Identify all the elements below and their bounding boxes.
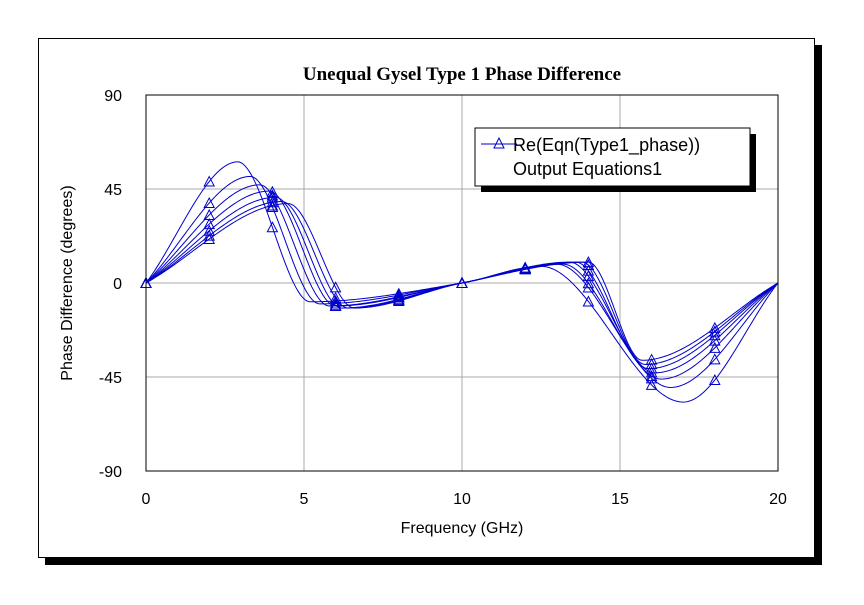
series-4-marker-9 [708, 329, 721, 341]
series-4-marker-3 [329, 299, 342, 311]
series-6-marker-9 [708, 321, 721, 333]
chart-title: Unequal Gysel Type 1 Phase Difference [303, 64, 621, 85]
series-5-marker-2 [266, 196, 279, 208]
series-6-marker-5 [456, 276, 468, 288]
legend-triangle-marker [493, 136, 505, 149]
series-2-marker-8 [645, 369, 658, 382]
x-axis-label: Frequency (GHz) [401, 520, 524, 537]
series-6 [140, 199, 779, 365]
series-6-marker-8 [645, 353, 658, 365]
series-2-marker-7 [582, 277, 595, 289]
series-5-marker-7 [582, 258, 595, 270]
series-0-marker-2 [266, 221, 279, 233]
y-axis-label: Phase Difference (degrees) [59, 185, 76, 380]
series-1-marker-8 [645, 372, 658, 384]
series-line-6 [145, 203, 779, 361]
series-5-marker-9 [708, 325, 721, 337]
y-tick-label-1: 45 [104, 182, 122, 199]
y-tick-label-3: -45 [99, 370, 122, 387]
tick-labels: 0 5 10 15 20 90 45 0 -45 -90 [99, 88, 787, 508]
series-0-marker-4 [392, 287, 405, 299]
series-1-marker-1 [203, 196, 216, 209]
legend-entry-1: Output Equations1 [513, 159, 662, 179]
series-0-marker-1 [203, 175, 216, 187]
series-6-marker-2 [266, 199, 279, 211]
series-2-marker-9 [708, 341, 721, 353]
series-6-marker-1 [203, 232, 216, 245]
plot-area-border [145, 94, 779, 472]
y-tick-label-0: 90 [104, 88, 122, 105]
y-tick-label-2: 0 [113, 276, 122, 293]
series-6-marker-6 [519, 263, 532, 275]
legend-entry-0: Re(Eqn(Type1_phase)) [513, 135, 700, 156]
series-4-marker-7 [582, 264, 595, 276]
series-1-marker-9 [708, 353, 721, 365]
x-tick-label-0: 0 [142, 491, 151, 508]
series-6-marker-4 [392, 294, 405, 306]
x-tick-label-4: 20 [769, 491, 787, 508]
legend-box [474, 127, 751, 187]
series-3-marker-1 [203, 218, 216, 230]
series-3-marker-4 [392, 291, 405, 303]
series-0-marker-8 [645, 378, 658, 390]
series-3-marker-8 [645, 366, 658, 378]
series-6-marker-7 [582, 256, 595, 268]
series-5-marker-3 [329, 291, 342, 303]
series-5-marker-1 [203, 229, 216, 241]
legend[interactable]: Re(Eqn(Type1_phase)) Output Equations1 [474, 127, 756, 192]
x-tick-label-3: 15 [611, 491, 629, 508]
x-tick-label-1: 5 [300, 491, 309, 508]
series-3-marker-9 [708, 334, 721, 346]
series-6-marker-3 [329, 281, 342, 293]
series-3-marker-7 [582, 270, 595, 282]
series-group [140, 161, 779, 403]
series-0-marker-7 [582, 295, 595, 307]
series-0-marker-9 [708, 373, 721, 386]
y-tick-label-4: -90 [99, 464, 122, 481]
x-tick-label-2: 10 [453, 491, 471, 508]
